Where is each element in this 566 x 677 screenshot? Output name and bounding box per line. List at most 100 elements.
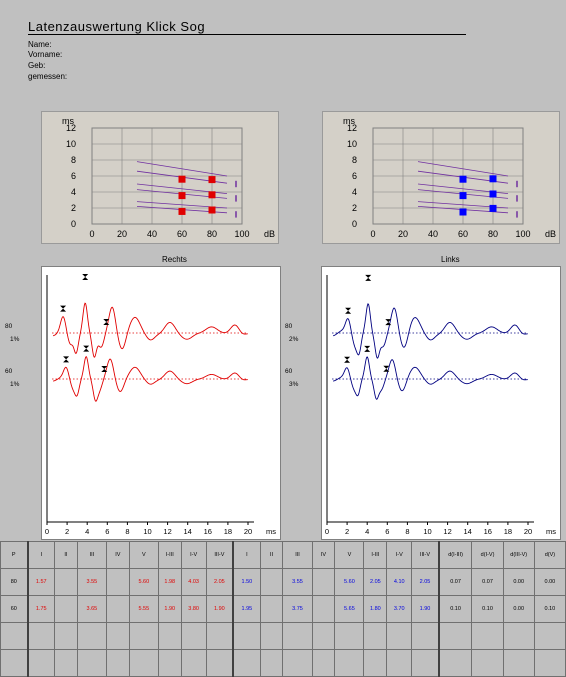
right-level-80: 80	[5, 323, 13, 330]
left-level-60: 60	[285, 368, 293, 375]
right-ear-label: Rechts	[162, 255, 187, 264]
x-tick-label: 16	[484, 527, 492, 536]
latency-marker	[459, 208, 467, 216]
results-cell	[363, 649, 388, 677]
x-tick-label: 2	[65, 527, 69, 536]
results-header-cell: I-V	[180, 541, 207, 569]
waveform-trace	[332, 356, 528, 400]
results-cell: 0.10	[533, 595, 566, 623]
y-tick-label: 6	[71, 171, 76, 181]
results-cell: 0.00	[502, 568, 535, 596]
results-header-cell: I-V	[386, 541, 413, 569]
x-tick-label: 14	[184, 527, 192, 536]
results-cell	[438, 622, 473, 650]
latency-marker	[208, 176, 216, 184]
latency-marker	[178, 192, 186, 200]
results-header-row: P I II III IV V I-III I-V III-V I II III IV V I-III I-V…	[0, 541, 566, 569]
results-cell	[128, 622, 159, 650]
waveform-left: 0 2 4 6 8 10 12 14 16 18 20 ms	[325, 274, 556, 536]
results-header-cell: d(I-V)	[471, 541, 504, 569]
waveform-trace	[52, 355, 248, 402]
results-cell	[157, 649, 182, 677]
results-cell	[334, 649, 365, 677]
peak-marker	[82, 274, 89, 281]
results-cell: 4.03	[180, 568, 207, 596]
results-cell: 1.57	[27, 568, 55, 596]
results-cell: 4.10	[386, 568, 413, 596]
results-cell	[232, 622, 261, 650]
y-tick-label: 2	[352, 203, 357, 213]
results-cell	[411, 649, 440, 677]
y-tick-label: 10	[347, 139, 357, 149]
results-cell	[205, 622, 235, 650]
latency-marker	[459, 175, 467, 183]
results-cell: 60	[0, 595, 29, 623]
x-unit-label: dB	[545, 229, 556, 239]
y-tick-label: 12	[347, 123, 357, 133]
waveform-trace	[52, 302, 248, 358]
results-cell	[259, 595, 284, 623]
results-cell: 1.80	[363, 595, 388, 623]
x-tick-label: 20	[524, 527, 532, 536]
peak-marker	[103, 319, 110, 326]
x-tick-label: 40	[428, 229, 438, 239]
y-tick-label: 0	[71, 219, 76, 229]
results-cell: 2.05	[205, 568, 235, 596]
results-table: P I II III IV V I-III I-V III-V I II III IV V I-III I-V…	[0, 541, 566, 677]
results-cell	[105, 622, 130, 650]
latency-marker	[178, 175, 186, 183]
x-tick-label: 2	[345, 527, 349, 536]
results-cell: 1.50	[232, 568, 261, 596]
x-tick-label: 0	[45, 527, 49, 536]
results-header-cell: d(V)	[533, 541, 566, 569]
results-cell	[311, 622, 336, 650]
results-header-cell: I	[27, 541, 55, 569]
results-cell: 3.55	[282, 568, 313, 596]
waveform-trace	[332, 303, 528, 359]
peak-marker	[60, 305, 67, 312]
results-cell: 3.65	[76, 595, 107, 623]
results-cell: 5.60	[334, 568, 365, 596]
x-tick-label: 8	[125, 527, 129, 536]
results-cell	[282, 649, 313, 677]
latency-plot-left-panel: 12 10 8 6 4 2 0 ms 0 20 40 60 80 100 dB	[322, 111, 560, 244]
results-cell	[27, 649, 55, 677]
peak-marker	[385, 319, 392, 326]
y-tick-label: 10	[66, 139, 76, 149]
left-pct-80: 2%	[289, 336, 299, 343]
results-cell: 0.00	[502, 595, 535, 623]
y-tick-label: 2	[71, 203, 76, 213]
y-tick-label: 4	[71, 187, 76, 197]
results-cell	[0, 649, 29, 677]
results-header-cell: IV	[311, 541, 336, 569]
x-tick-label: 20	[398, 229, 408, 239]
x-unit-label: ms	[546, 527, 556, 536]
latency-marker	[178, 207, 186, 215]
x-tick-label: 40	[147, 229, 157, 239]
results-cell: 1.90	[205, 595, 235, 623]
results-row: 60 1.75 3.65 5.55 1.90 3.80 1.90 1.95 3.75 5.65 1.…	[0, 595, 566, 623]
results-cell: 0.07	[471, 568, 504, 596]
field-vorname-label: Vorname:	[28, 50, 63, 59]
waveform-left-frame: 0 2 4 6 8 10 12 14 16 18 20 ms	[321, 266, 561, 540]
x-tick-label: 60	[458, 229, 468, 239]
results-header-cell: d(III-V)	[502, 541, 535, 569]
results-cell	[311, 649, 336, 677]
left-pct-60: 3%	[289, 381, 299, 388]
results-cell: 1.90	[411, 595, 440, 623]
results-header-cell: IV	[105, 541, 130, 569]
results-cell	[311, 568, 336, 596]
results-cell: 5.65	[334, 595, 365, 623]
results-cell: 5.60	[128, 568, 159, 596]
x-tick-label: 12	[163, 527, 171, 536]
results-cell	[386, 622, 413, 650]
results-cell: 80	[0, 568, 29, 596]
latency-marker	[208, 191, 216, 199]
peak-marker	[63, 356, 70, 363]
results-cell	[54, 649, 78, 677]
x-tick-label: 8	[405, 527, 409, 536]
peak-marker	[365, 274, 372, 281]
results-cell	[471, 649, 504, 677]
latency-plot-right-panel: 12 10 8 6 4 2 0 ms 0 20 40 60 80 100 dB	[41, 111, 279, 244]
